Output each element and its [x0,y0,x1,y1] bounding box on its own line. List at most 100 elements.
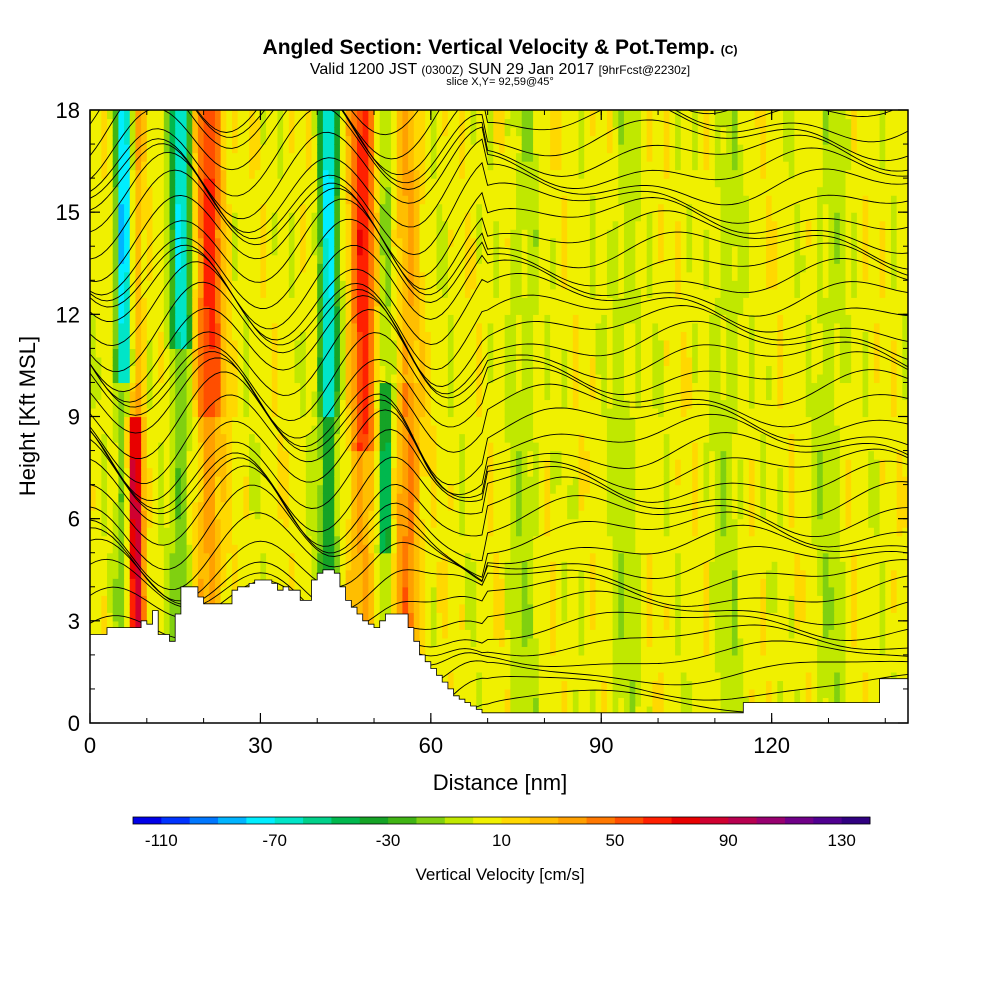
velocity-cell [447,135,455,145]
velocity-cell [186,365,193,375]
velocity-cell [368,569,375,579]
velocity-cell [271,110,279,120]
velocity-cell [476,331,483,341]
velocity-cell [391,484,398,494]
velocity-cell [254,297,262,307]
velocity-cell [408,203,415,213]
velocity-cell [214,339,222,349]
velocity-cell [317,390,324,401]
velocity-cell [101,144,108,154]
velocity-cell [362,365,369,375]
velocity-cell [453,110,460,120]
velocity-cell [124,595,131,605]
velocity-cell [334,518,341,528]
velocity-cell [146,152,154,162]
velocity-cell [305,416,313,426]
velocity-cell [351,178,358,188]
velocity-cell [175,161,182,171]
velocity-cell [379,425,386,435]
velocity-cell [95,271,102,281]
velocity-cell [152,144,159,154]
velocity-cell [447,586,455,596]
velocity-cell [419,382,426,392]
velocity-cell [203,169,210,179]
velocity-cell [328,195,335,205]
velocity-cell [180,433,188,443]
velocity-cell [214,467,222,477]
velocity-cell [101,348,108,358]
velocity-cell [186,501,193,511]
velocity-cell [129,254,137,264]
velocity-cell [197,203,205,213]
velocity-cell [481,671,489,682]
velocity-cell [220,135,227,145]
velocity-cell [362,382,369,392]
velocity-cell [464,629,472,639]
velocity-cell [277,407,284,418]
velocity-cell [135,212,142,222]
velocity-cell [436,467,443,477]
velocity-cell [237,161,244,171]
velocity-cell [345,510,352,520]
velocity-cell [169,331,176,341]
velocity-cell [442,254,449,264]
velocity-cell [305,586,313,596]
velocity-cell [266,254,273,264]
velocity-cell [209,288,216,298]
velocity-cell [356,390,364,401]
velocity-cell [317,118,324,128]
velocity-cell [271,433,279,443]
velocity-cell [277,127,284,137]
velocity-cell [459,305,466,315]
velocity-cell [152,416,159,426]
velocity-cell [453,654,460,664]
velocity-cell [391,561,398,571]
velocity-cell [385,212,392,222]
velocity-cell [243,178,250,188]
velocity-cell [163,110,171,120]
velocity-cell [408,501,415,511]
velocity-cell [192,433,199,443]
velocity-cell [413,280,421,290]
velocity-cell [368,254,375,264]
velocity-cell [464,552,472,562]
velocity-cell [112,220,119,230]
velocity-cell [118,356,125,367]
velocity-cell [430,220,438,230]
velocity-cell [374,271,381,281]
velocity-cell [453,203,460,213]
velocity-cell [413,373,421,384]
velocity-cell [107,254,114,264]
velocity-cell [146,271,154,281]
velocity-cell [118,212,125,222]
velocity-cell [396,467,404,477]
velocity-cell [209,552,216,562]
velocity-cell [112,365,119,375]
velocity-cell [459,688,466,699]
velocity-cell [152,399,159,409]
velocity-cell [146,365,154,375]
velocity-cell [158,578,165,588]
velocity-cell [203,390,210,401]
velocity-cell [158,501,165,511]
velocity-cell [470,356,477,367]
velocity-cell [101,501,108,511]
velocity-cell [339,382,347,392]
velocity-cell [476,527,483,537]
velocity-cell [180,322,188,332]
velocity-cell [436,110,443,120]
velocity-cell [385,382,392,392]
velocity-cell [141,305,148,315]
velocity-cell [220,382,227,392]
velocity-cell [311,501,318,511]
velocity-cell [419,110,426,120]
velocity-cell [459,459,466,469]
velocity-cell [356,263,364,273]
velocity-cell [413,561,421,571]
velocity-cell [249,237,256,247]
velocity-cell [214,127,222,137]
velocity-cell [158,595,165,605]
velocity-cell [300,288,307,298]
velocity-cell [260,407,267,418]
velocity-cell [430,637,438,647]
